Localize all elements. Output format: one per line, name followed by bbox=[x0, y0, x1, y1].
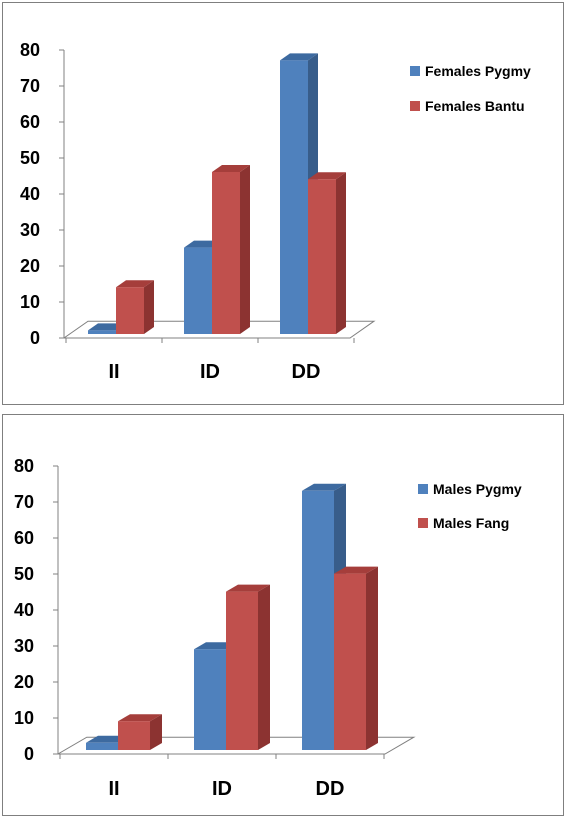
y-tick-label: 30 bbox=[20, 220, 40, 240]
y-tick-label: 10 bbox=[20, 292, 40, 312]
bar-front bbox=[226, 591, 258, 750]
bar-top bbox=[212, 165, 250, 172]
bar-side bbox=[240, 165, 250, 334]
bar-front bbox=[302, 490, 334, 750]
x-category-label: II bbox=[108, 361, 119, 383]
chart-2: 0 10 20 30 40 50 60 70 80 II ID DD Males Pygmy Males … bbox=[14, 456, 522, 800]
bar-males-fang-id bbox=[226, 584, 270, 750]
legend-swatch bbox=[418, 484, 428, 494]
bar-side bbox=[336, 172, 346, 334]
bar-front bbox=[212, 172, 240, 334]
bar-front bbox=[184, 247, 212, 334]
bar-front bbox=[194, 649, 226, 750]
bar-top bbox=[116, 280, 154, 288]
y-tick-label: 80 bbox=[20, 40, 40, 60]
bar-males-fang-dd bbox=[334, 566, 378, 750]
bar-front bbox=[280, 60, 308, 335]
y-tick-label: 20 bbox=[20, 256, 40, 276]
bar-front bbox=[118, 721, 150, 750]
legend-swatch bbox=[410, 66, 420, 76]
y-tick-label: 80 bbox=[14, 456, 34, 476]
bar-top bbox=[118, 714, 162, 722]
legend-swatch bbox=[410, 101, 420, 111]
x-category-label: DD bbox=[316, 778, 345, 800]
bar-top bbox=[302, 483, 346, 491]
chart-1: 0 10 20 30 40 50 60 70 80 II ID DD Females Pygmy Fema… bbox=[20, 40, 531, 383]
bar-front bbox=[334, 573, 366, 750]
legend-label: Males Pygmy bbox=[433, 481, 522, 497]
x-category-label: ID bbox=[200, 361, 220, 383]
y-tick-label: 60 bbox=[20, 112, 40, 132]
x-category-label: ID bbox=[212, 778, 232, 800]
legend-label: Females Pygmy bbox=[425, 63, 531, 79]
y-tick-label: 30 bbox=[14, 636, 34, 656]
legend-label: Males Fang bbox=[433, 515, 509, 531]
y-tick-label: 60 bbox=[14, 528, 34, 548]
bar-side bbox=[258, 584, 270, 750]
y-tick-label: 70 bbox=[14, 492, 34, 512]
bar-side bbox=[144, 280, 154, 334]
bar-females-bantu-dd bbox=[308, 172, 346, 334]
bar-males-fang-ii bbox=[118, 714, 162, 750]
legend-swatch bbox=[418, 518, 428, 528]
bar-side bbox=[150, 714, 162, 750]
y-tick-label: 70 bbox=[20, 76, 40, 96]
y-tick-label: 40 bbox=[14, 600, 34, 620]
bar-top bbox=[226, 584, 270, 592]
y-tick-label: 0 bbox=[30, 328, 40, 348]
x-category-label: DD bbox=[292, 361, 321, 383]
bar-top bbox=[334, 566, 378, 574]
y-tick-label: 0 bbox=[24, 744, 34, 764]
bar-side bbox=[366, 566, 378, 750]
bar-females-bantu-ii bbox=[116, 280, 154, 334]
bar-front bbox=[88, 330, 116, 334]
bar-top bbox=[308, 172, 346, 180]
bar-top bbox=[280, 53, 318, 61]
bar-front bbox=[86, 742, 118, 750]
bar-front bbox=[116, 287, 144, 334]
y-tick-label: 20 bbox=[14, 672, 34, 692]
y-tick-label: 10 bbox=[14, 708, 34, 728]
bar-front bbox=[308, 179, 336, 334]
legend-label: Females Bantu bbox=[425, 98, 525, 114]
y-tick-label: 50 bbox=[14, 564, 34, 584]
y-tick-label: 40 bbox=[20, 184, 40, 204]
y-tick-label: 50 bbox=[20, 148, 40, 168]
bar-females-bantu-id bbox=[212, 165, 250, 334]
x-category-label: II bbox=[108, 778, 119, 800]
